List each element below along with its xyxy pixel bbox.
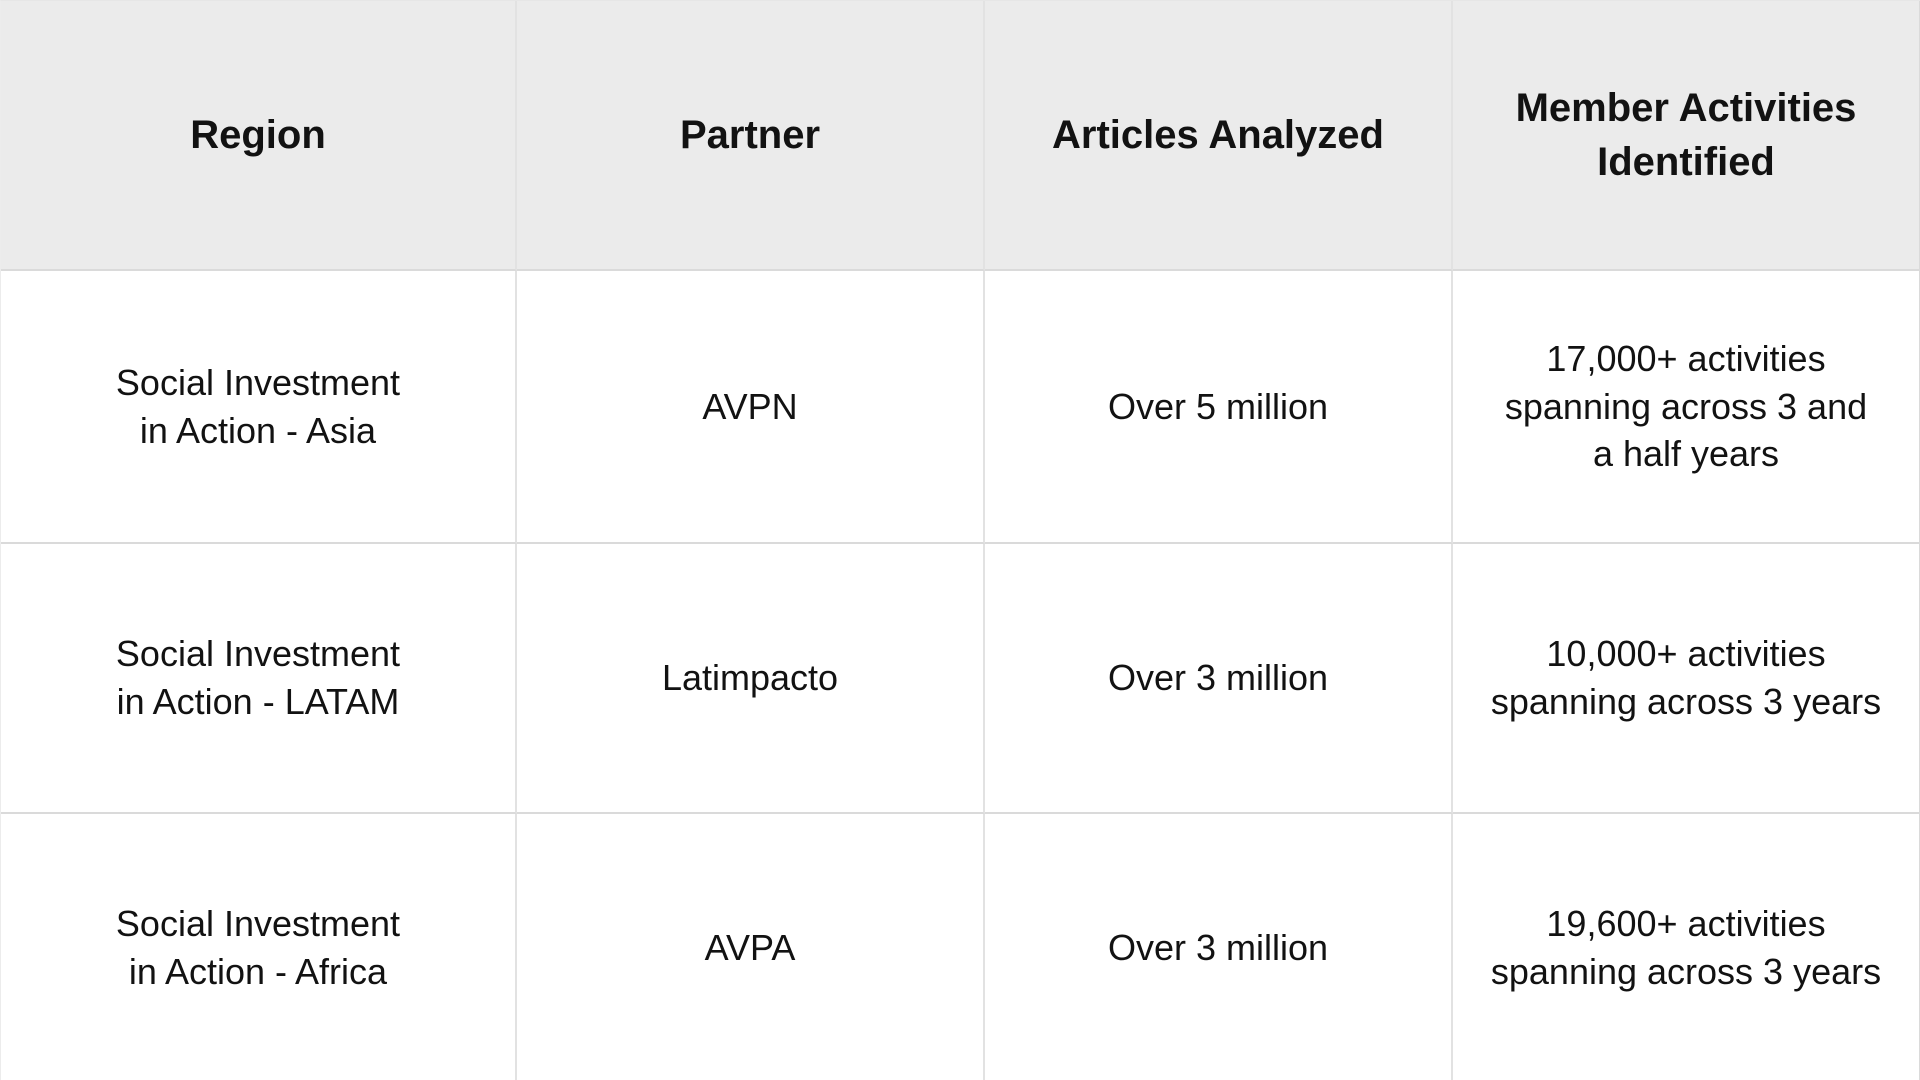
header-cell-partner: Partner — [517, 1, 985, 271]
header-cell-articles-analyzed: Articles Analyzed — [985, 1, 1453, 271]
cell-partner-avpn: AVPN — [517, 271, 985, 544]
cell-articles-latam: Over 3 million — [985, 544, 1453, 814]
cell-activities-latam: 10,000+ activities spanning across 3 yea… — [1453, 544, 1920, 814]
header-cell-member-activities: Member Activities Identified — [1453, 1, 1920, 271]
cell-region-asia: Social Investment in Action - Asia — [1, 271, 517, 544]
header-cell-region: Region — [1, 1, 517, 271]
cell-articles-africa: Over 3 million — [985, 814, 1453, 1080]
cell-articles-asia: Over 5 million — [985, 271, 1453, 544]
cell-region-africa: Social Investment in Action - Africa — [1, 814, 517, 1080]
cell-partner-latimpacto: Latimpacto — [517, 544, 985, 814]
cell-activities-africa: 19,600+ activities spanning across 3 yea… — [1453, 814, 1920, 1080]
cell-activities-asia: 17,000+ activities spanning across 3 and… — [1453, 271, 1920, 544]
cell-region-latam: Social Investment in Action - LATAM — [1, 544, 517, 814]
cell-partner-avpa: AVPA — [517, 814, 985, 1080]
